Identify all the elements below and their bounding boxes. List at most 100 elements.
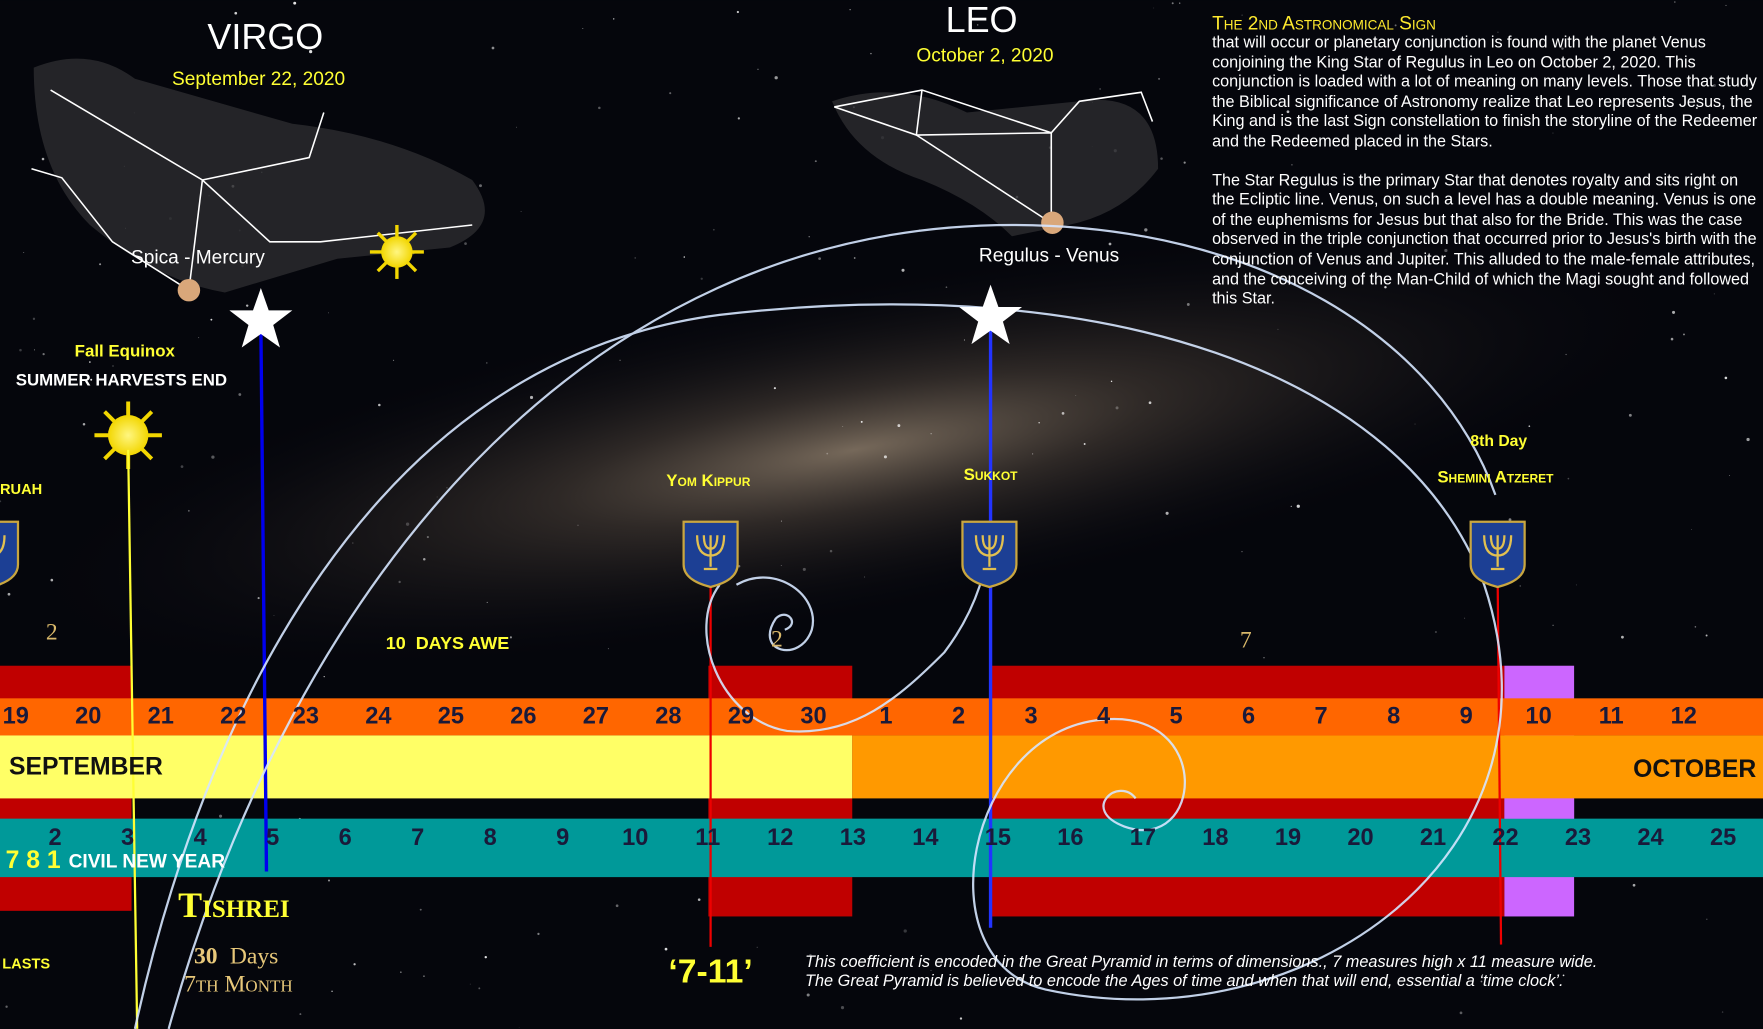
emblem — [1471, 522, 1525, 587]
gregorian-day: 2 — [952, 704, 965, 730]
star-dot — [1160, 157, 1163, 160]
star-dot — [1242, 551, 1243, 552]
star-dot — [273, 615, 274, 616]
star-dot — [521, 211, 522, 212]
hebrew-day: 20 — [1347, 825, 1373, 851]
purple-block — [1504, 798, 1574, 818]
hebrew-day: 23 — [1565, 825, 1591, 851]
star-dot — [684, 256, 686, 258]
star-dot — [246, 304, 248, 306]
star-dot — [1729, 475, 1730, 476]
days-count: 30 — [194, 943, 218, 969]
star-dot — [1435, 631, 1437, 633]
star-dot — [758, 69, 759, 70]
hebrew-day: 6 — [339, 825, 352, 851]
event-label: RUAH — [0, 482, 42, 498]
star-dot — [1633, 884, 1636, 887]
star-dot — [854, 257, 856, 259]
star-dot — [1038, 422, 1039, 423]
hebrew-day: 13 — [840, 825, 866, 851]
star-dot — [211, 455, 214, 458]
star-dot — [1263, 657, 1264, 658]
event-label: Fall Equinox — [75, 341, 176, 360]
gregorian-day: 5 — [1170, 704, 1183, 730]
hebrew-day: 24 — [1637, 825, 1663, 851]
hebrew-day: 16 — [1057, 825, 1083, 851]
star-dot — [293, 2, 296, 5]
leo-title: LEO — [946, 0, 1018, 40]
star-dot — [331, 991, 332, 992]
star-dot — [815, 160, 817, 162]
star-dot — [884, 455, 887, 458]
star-dot — [1144, 228, 1147, 231]
gregorian-day: 25 — [438, 704, 464, 730]
marker-number: 7 — [1240, 628, 1252, 654]
star-dot — [34, 349, 35, 350]
star-dot — [324, 676, 325, 677]
star-dot — [447, 487, 448, 488]
star-dot — [437, 497, 438, 498]
hebrew-day: 4 — [194, 825, 207, 851]
star-dot — [19, 349, 22, 352]
gregorian-day: 1 — [879, 704, 892, 730]
star-dot — [669, 92, 671, 94]
star-dot — [841, 1006, 844, 1009]
star-dot — [112, 365, 113, 366]
star-dot — [635, 257, 636, 258]
ratio-label: ‘7-11’ — [668, 953, 752, 991]
info-paragraph: The Star Regulus is the primary Star tha… — [1212, 172, 1763, 310]
star-dot — [42, 158, 45, 161]
star-dot — [5, 1006, 7, 1008]
page: { "virgo": {"name": "VIRGO", "date": "Se… — [0, 0, 1763, 1029]
star-dot — [1111, 381, 1112, 382]
gregorian-day: 27 — [583, 704, 609, 730]
star-dot — [1553, 625, 1554, 626]
star-dot — [181, 465, 184, 468]
gregorian-day: 9 — [1460, 704, 1473, 730]
gregorian-day: 23 — [293, 704, 319, 730]
star-dot — [964, 339, 965, 340]
star-dot — [613, 18, 614, 19]
hebrew-day: 11 — [695, 825, 720, 851]
gregorian-day: 6 — [1242, 704, 1255, 730]
star-dot — [1158, 78, 1160, 80]
star-dot — [99, 263, 101, 265]
star-dot — [1084, 443, 1086, 445]
star-dot — [420, 909, 422, 911]
star-dot — [1460, 1012, 1463, 1015]
star-dot — [1621, 636, 1624, 639]
marker-number: 2 — [771, 626, 783, 652]
star-dot — [486, 362, 488, 364]
infographic: VIRGO September 22, 2020 Spica - Mercury… — [0, 0, 1763, 1029]
event-label: 8th Day — [1470, 433, 1527, 450]
hebrew-day: 17 — [1130, 825, 1156, 851]
star-dot — [423, 558, 425, 560]
star-dot — [1568, 478, 1570, 480]
virgo-date: September 22, 2020 — [172, 69, 345, 90]
star-dot — [1184, 162, 1186, 164]
star-dot — [1149, 401, 1152, 404]
star-dot — [850, 9, 851, 10]
star-dot — [665, 948, 668, 951]
star-dot — [1725, 377, 1728, 380]
star-dot — [1075, 395, 1076, 396]
star-dot — [809, 236, 810, 237]
star-dot — [582, 28, 583, 29]
hebrew-day: 12 — [767, 825, 793, 851]
info-box: The 2nd Astronomical Sign that will occu… — [1212, 14, 1763, 374]
star-dot — [510, 636, 512, 638]
star-dot — [1726, 5, 1727, 6]
star-dot — [1746, 438, 1749, 441]
hebrew-day: 5 — [266, 825, 279, 851]
year-label: 7 8 1 — [6, 847, 61, 874]
hebrew-day: 3 — [121, 825, 134, 851]
star-dot — [537, 933, 539, 935]
star-dot — [830, 550, 833, 553]
star-dot — [400, 971, 402, 973]
star-dot — [737, 11, 739, 13]
star-dot — [8, 593, 11, 596]
hebrew-day: 19 — [1275, 825, 1301, 851]
star-dot — [378, 404, 381, 407]
hebrew-day: 8 — [484, 825, 497, 851]
gregorian-day: 22 — [220, 704, 246, 730]
